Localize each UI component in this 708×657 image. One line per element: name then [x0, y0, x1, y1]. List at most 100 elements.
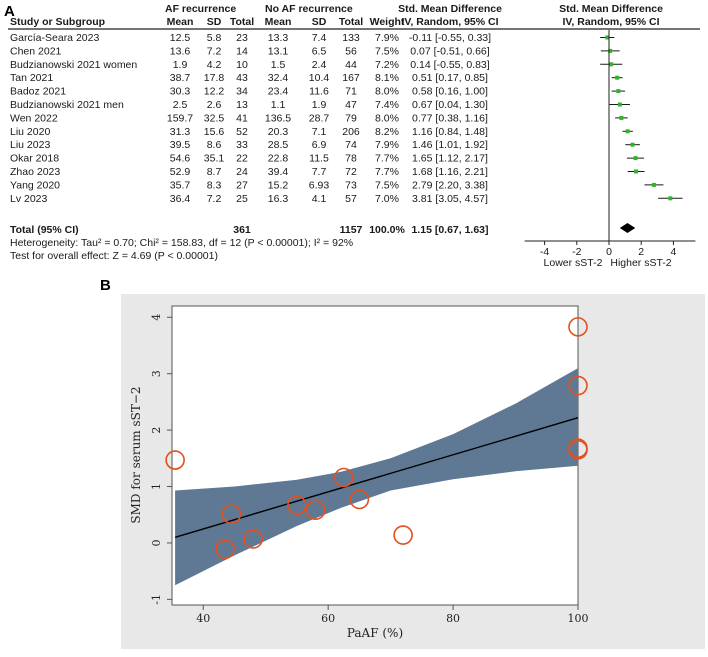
- study-m1-cell: 12.5: [170, 32, 191, 44]
- study-m1-cell: 2.5: [173, 99, 188, 111]
- study-sd2-cell: 6.5: [312, 45, 327, 57]
- col-weight: Weight: [370, 16, 405, 28]
- study-n2-cell: 44: [345, 59, 357, 71]
- study-m1-cell: 52.9: [170, 166, 191, 178]
- study-n1-cell: 25: [236, 193, 248, 205]
- col-sd-af: SD: [207, 16, 222, 28]
- study-point: [287, 495, 307, 515]
- study-name-cell: Lv 2023: [10, 193, 48, 205]
- study-weight-cell: 7.0%: [375, 193, 399, 205]
- study-point: [243, 529, 263, 549]
- study-sd2-cell: 10.4: [309, 72, 330, 84]
- study-effect-marker: [633, 156, 638, 161]
- study-row: Yang 2020 35.7 8.3 27 15.2 6.93 73 7.5% 2.79 [2.…: [10, 179, 488, 191]
- study-sd1-cell: 15.6: [204, 126, 225, 138]
- study-name-cell: Wen 2022: [10, 112, 58, 124]
- study-ci-cell: 1.46 [1.01, 1.92]: [412, 139, 488, 151]
- study-name-cell: Budzianowski 2021 women: [10, 59, 137, 71]
- study-name-cell: Budzianowski 2021 men: [10, 99, 124, 111]
- study-effect-marker: [651, 182, 656, 187]
- forest-x-ticks: -4 -2 0 2 4: [540, 241, 676, 258]
- study-effect-marker: [609, 62, 614, 67]
- study-effect-marker: [634, 169, 639, 174]
- study-ci-cell: 1.65 [1.12, 2.17]: [412, 153, 488, 165]
- forest-tick-label: 0: [606, 246, 612, 258]
- study-m1-cell: 36.4: [170, 193, 191, 205]
- study-sd1-cell: 8.3: [207, 179, 222, 191]
- study-n2-cell: 71: [345, 86, 357, 98]
- study-ci-cell: 1.68 [1.16, 2.21]: [412, 166, 488, 178]
- study-point: [221, 504, 242, 524]
- study-sd2-cell: 6.93: [309, 179, 330, 191]
- study-n1-cell: 10: [236, 59, 248, 71]
- scatter-y-ticks: -1 0 1 2 3 4: [150, 314, 172, 605]
- study-m2-cell: 136.5: [265, 112, 291, 124]
- study-weight-cell: 7.4%: [375, 99, 399, 111]
- study-name-cell: Badoz 2021: [10, 86, 66, 98]
- study-n1-cell: 33: [236, 139, 248, 151]
- col-total-af: Total: [230, 16, 254, 28]
- study-weight-cell: 8.1%: [375, 72, 399, 84]
- study-sd2-cell: 11.5: [309, 153, 329, 165]
- col-mean-af: Mean: [167, 16, 194, 28]
- study-sd1-cell: 7.2: [207, 193, 222, 205]
- favours-higher-label: Higher sST-2: [610, 257, 671, 269]
- study-effect-marker: [625, 129, 630, 134]
- study-effect-marker: [616, 89, 621, 94]
- study-n2-cell: 167: [342, 72, 360, 84]
- study-point: [215, 539, 235, 559]
- col-total-noaf: Total: [339, 16, 363, 28]
- study-weight-cell: 7.5%: [375, 45, 399, 57]
- study-weight-cell: 7.5%: [375, 179, 399, 191]
- study-n1-cell: 13: [236, 99, 248, 111]
- study-point: [165, 450, 185, 470]
- study-n2-cell: 79: [345, 112, 357, 124]
- study-rows: García-Seara 2023 12.5 5.8 23 13.3 7.4 133 7.9%…: [10, 32, 491, 205]
- study-row: García-Seara 2023 12.5 5.8 23 13.3 7.4 133 7.9%…: [10, 32, 491, 44]
- header-no-af-recurrence: No AF recurrence: [265, 3, 353, 15]
- x-tick-label: 100: [568, 612, 589, 625]
- study-effect-marker: [608, 48, 613, 53]
- study-m2-cell: 13.3: [268, 32, 289, 44]
- study-n1-cell: 23: [236, 32, 248, 44]
- forest-tick-label: -2: [572, 246, 581, 258]
- study-weight-cell: 7.9%: [375, 32, 399, 44]
- study-m2-cell: 15.2: [268, 179, 289, 191]
- study-weight-cell: 7.7%: [375, 153, 399, 165]
- total-weight: 100.0%: [369, 224, 405, 236]
- header-plot-method: IV, Random, 95% CI: [562, 16, 659, 28]
- study-n1-cell: 14: [236, 45, 248, 57]
- study-sd2-cell: 6.9: [312, 139, 327, 151]
- forest-plot-panel: A AF recurrence No AF recurrence Std. Me…: [4, 3, 700, 269]
- total-n-af: 361: [233, 224, 251, 236]
- study-sd2-cell: 7.7: [312, 166, 327, 178]
- study-m1-cell: 13.6: [170, 45, 191, 57]
- study-n2-cell: 57: [345, 193, 357, 205]
- meta-regression-panel: B 40 60 80 100 -1 0 1 2 3 4 PaAF (%) SMD for ser…: [100, 277, 705, 649]
- study-weight-cell: 8.0%: [375, 112, 399, 124]
- study-sd2-cell: 28.7: [309, 112, 330, 124]
- study-m1-cell: 31.3: [170, 126, 191, 138]
- study-effect-marker: [617, 102, 622, 107]
- total-row: Total (95% CI) 361 1157 100.0% 1.15 [0.6…: [10, 224, 489, 236]
- study-sd1-cell: 7.2: [207, 45, 222, 57]
- study-n1-cell: 27: [236, 179, 248, 191]
- study-name-cell: Chen 2021: [10, 45, 62, 57]
- study-m2-cell: 32.4: [268, 72, 289, 84]
- study-ci-cell: 3.81 [3.05, 4.57]: [412, 193, 488, 205]
- study-sd2-cell: 7.1: [312, 126, 327, 138]
- header-smd: Std. Mean Difference: [398, 3, 502, 15]
- regression-line: [174, 417, 579, 538]
- heterogeneity-text: Heterogeneity: Tau² = 0.70; Chi² = 158.8…: [10, 237, 353, 249]
- confidence-band: [175, 368, 578, 586]
- study-sd2-cell: 2.4: [312, 59, 327, 71]
- study-m2-cell: 22.8: [268, 153, 289, 165]
- study-n1-cell: 24: [236, 166, 248, 178]
- study-row: Okar 2018 54.6 35.1 22 22.8 11.5 78 7.7% 1.65 [1…: [10, 153, 488, 165]
- study-effect-marker: [619, 115, 624, 120]
- study-sd1-cell: 32.5: [204, 112, 225, 124]
- y-tick-label: -1: [150, 594, 163, 605]
- study-effect-marker: [615, 75, 620, 80]
- study-ci-cell: 0.67 [0.04, 1.30]: [412, 99, 488, 111]
